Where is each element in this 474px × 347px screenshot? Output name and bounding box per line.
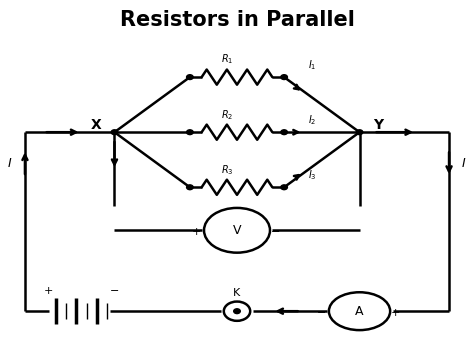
Text: Resistors in Parallel: Resistors in Parallel: [119, 10, 355, 30]
Circle shape: [187, 185, 193, 190]
Ellipse shape: [204, 208, 270, 253]
Circle shape: [111, 130, 118, 135]
Text: −: −: [271, 228, 280, 237]
Ellipse shape: [329, 292, 390, 330]
Text: +: +: [44, 286, 53, 296]
Circle shape: [234, 309, 240, 314]
Text: $R_1$: $R_1$: [221, 53, 234, 67]
Text: X: X: [90, 118, 101, 132]
Text: $R_3$: $R_3$: [221, 163, 234, 177]
Text: Y: Y: [374, 118, 383, 132]
Circle shape: [356, 130, 363, 135]
Text: +: +: [192, 228, 201, 237]
Circle shape: [281, 75, 287, 79]
Circle shape: [187, 75, 193, 79]
Circle shape: [187, 130, 193, 135]
Text: −: −: [317, 308, 327, 318]
Circle shape: [281, 185, 287, 190]
Text: $I_1$: $I_1$: [308, 59, 317, 72]
Text: $I$: $I$: [7, 157, 12, 170]
Text: $I$: $I$: [462, 157, 467, 170]
Text: $I_3$: $I_3$: [308, 169, 317, 183]
Text: K: K: [233, 288, 241, 298]
Circle shape: [281, 130, 287, 135]
Text: $R_2$: $R_2$: [221, 108, 234, 121]
Text: A: A: [356, 305, 364, 318]
Text: +: +: [391, 308, 401, 318]
Text: $I_2$: $I_2$: [308, 113, 317, 127]
Text: V: V: [233, 224, 241, 237]
Text: −: −: [110, 286, 119, 296]
Circle shape: [224, 302, 250, 321]
